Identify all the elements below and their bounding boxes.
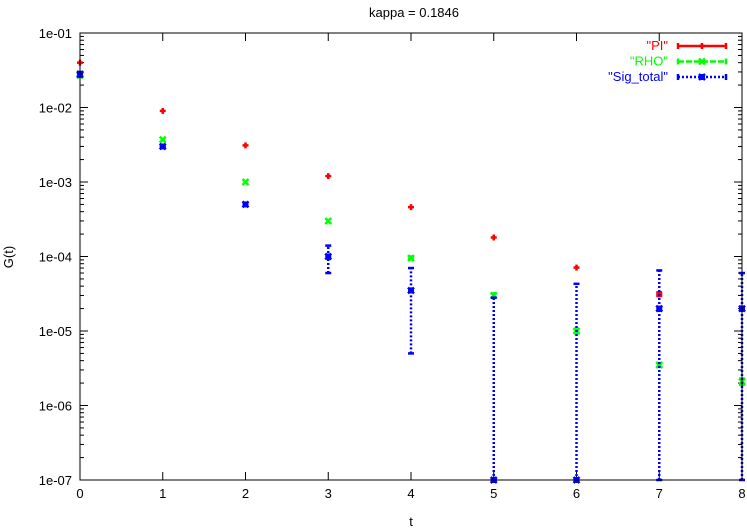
chart-title: kappa = 0.1846 <box>369 5 459 20</box>
x-tick-label: 7 <box>656 486 663 501</box>
y-tick-label: 1e-05 <box>39 324 72 339</box>
data-point <box>158 135 167 144</box>
data-point <box>241 200 250 209</box>
x-tick-label: 3 <box>325 486 332 501</box>
legend-marker <box>698 73 706 81</box>
data-point <box>655 304 664 313</box>
data-point <box>242 142 249 149</box>
legend-label: "RHO" <box>630 54 669 69</box>
y-tick-label: 1e-02 <box>39 101 72 116</box>
y-tick-labels: 1e-07 1e-06 1e-05 1e-04 1e-03 1e-02 1e-01 <box>39 26 72 488</box>
data-point <box>324 252 333 261</box>
x-tick-label: 5 <box>490 486 497 501</box>
legend-label: "PI" <box>646 38 668 53</box>
legend: "PI""RHO""Sig_total" <box>608 38 728 84</box>
data-point <box>324 217 333 225</box>
data-point <box>655 361 664 369</box>
legend-marker <box>699 43 705 49</box>
data-point <box>325 173 332 180</box>
legend-marker <box>698 57 706 66</box>
legend-entry-2: "RHO" <box>630 54 728 69</box>
data-point <box>158 142 167 151</box>
data-point <box>490 234 497 241</box>
x-tick-label: 0 <box>76 486 83 501</box>
data-point <box>241 178 250 186</box>
y-tick-label: 1e-01 <box>39 26 72 41</box>
plot-area: 0 1 2 3 4 5 6 7 8 1e-07 1e-06 1e-05 1e-04 1e-03 1e-02… <box>39 26 746 501</box>
x-tick-label: 6 <box>573 486 580 501</box>
x-tick-label: 8 <box>738 486 745 501</box>
legend-label: "Sig_total" <box>608 69 668 84</box>
data-point <box>159 107 166 114</box>
x-tick-label: 2 <box>242 486 249 501</box>
x-tick-labels: 0 1 2 3 4 5 6 7 8 <box>76 486 745 501</box>
y-axis-title: G(t) <box>1 246 16 268</box>
y-tick-label: 1e-04 <box>39 250 72 265</box>
y-tick-label: 1e-03 <box>39 175 72 190</box>
data-point <box>573 264 580 271</box>
legend-entry-3: "Sig_total" <box>608 69 728 84</box>
y-tick-label: 1e-06 <box>39 399 72 414</box>
data-point <box>407 286 415 295</box>
legend-entry-1: "PI" <box>646 38 728 53</box>
y-tick-label: 1e-07 <box>39 473 72 488</box>
x-axis-title: t <box>409 514 413 529</box>
x-tick-label: 4 <box>407 486 414 501</box>
plot-frame <box>79 32 743 481</box>
data-point <box>407 254 415 263</box>
x-tick-label: 1 <box>159 486 166 501</box>
data-point <box>408 204 414 211</box>
